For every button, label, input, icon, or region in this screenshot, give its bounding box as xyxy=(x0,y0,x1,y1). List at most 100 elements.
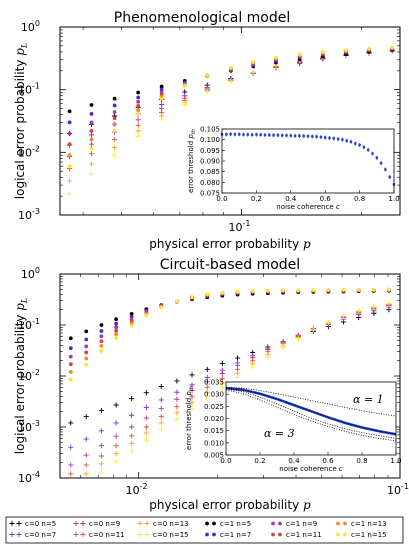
c-0-n-13-point xyxy=(158,420,164,426)
c-1-n-7-point xyxy=(99,329,104,333)
inset-y-tick-label: 0.085 xyxy=(200,168,220,176)
y-tick-label: 100 xyxy=(21,19,40,34)
top-plot-frame xyxy=(59,26,401,216)
c-1-n-5-point xyxy=(68,336,73,341)
c-0-n-13-point xyxy=(174,410,180,416)
c-0-n-11-point xyxy=(219,375,225,381)
c-0-n-11-point xyxy=(83,462,89,468)
threshold-point xyxy=(328,136,331,140)
c-0-n-5-point xyxy=(129,396,135,402)
c-1-n-15-point xyxy=(136,112,141,116)
inset-x-tick-label: 0.2 xyxy=(254,457,265,465)
c-1-n-9-point xyxy=(114,325,119,330)
c-1-n-15-point xyxy=(112,128,117,133)
legend-marker-c-0-n-15 xyxy=(137,531,143,538)
y-tick-label: 100 xyxy=(21,266,40,281)
legend-label: c=1 n=15 xyxy=(351,531,387,539)
c-1-n-11-point xyxy=(67,142,72,147)
c-0-n-15-point xyxy=(204,89,210,95)
c-0-n-11-point xyxy=(88,151,95,157)
c-0-n-11-point xyxy=(129,433,135,439)
c-0-n-7-point xyxy=(143,405,149,411)
c-0-n-5-point xyxy=(68,420,74,426)
c-1-n-5-point xyxy=(114,317,119,322)
legend-label: c=0 n=7 xyxy=(25,531,56,539)
bottom-axes: 10-4 10-3 10-2 10-1 100 10-2 10-1 xyxy=(18,266,409,497)
c-0-n-11-point xyxy=(135,122,141,128)
c-0-n-7-point xyxy=(204,374,210,380)
threshold-point xyxy=(388,175,391,179)
c-0-n-9-point xyxy=(143,415,149,421)
c-1-n-15-point xyxy=(235,289,240,294)
c-0-n-7-point xyxy=(189,382,195,388)
c-1-n-15-point xyxy=(129,323,134,328)
inset-x-tick-label: 0.0 xyxy=(220,457,231,465)
c-0-n-9-point xyxy=(204,379,210,385)
c-0-n-11-point xyxy=(98,453,104,459)
c-0-n-13-point xyxy=(135,128,141,134)
threshold-point xyxy=(362,145,366,149)
legend-label: c=0 n=9 xyxy=(89,520,120,528)
legend-marker-c-1-n-13 xyxy=(336,521,340,526)
c-1-n-7-point xyxy=(136,95,141,100)
c-1-n-15-point xyxy=(344,48,348,53)
c-1-n-7-point xyxy=(89,112,94,116)
c-0-n-7-point xyxy=(68,444,74,450)
x-tick-label: 10-1 xyxy=(387,482,409,497)
c-0-n-9-point xyxy=(174,396,180,402)
y-tick-label: 10-4 xyxy=(18,470,40,485)
c-0-n-9-point xyxy=(83,452,89,458)
inset-y-tick-label: 0.035 xyxy=(204,379,224,387)
c-1-n-7-point xyxy=(114,321,119,326)
c-1-n-5-point xyxy=(84,329,89,334)
threshold-point xyxy=(358,143,361,147)
threshold-curve-dotted xyxy=(225,388,397,439)
c-0-n-7-point xyxy=(98,428,104,434)
legend-marker-c-1-n-7 xyxy=(212,532,216,537)
c-1-n-13-point xyxy=(68,370,73,374)
threshold-point xyxy=(319,135,323,139)
legend-marker-c-1-n-9 xyxy=(278,521,282,526)
c-0-n-5-point xyxy=(204,366,210,372)
inset-x-tick-label: 0.4 xyxy=(285,195,297,203)
inset-y-tick-label: 0.010 xyxy=(204,439,224,447)
c-0-n-5-point xyxy=(158,383,164,390)
c-0-n-15-point xyxy=(295,336,301,342)
threshold-point xyxy=(259,133,262,136)
c-1-n-13-point xyxy=(89,137,94,142)
c-1-n-15-point xyxy=(281,288,285,293)
c-1-n-15-point xyxy=(296,288,301,293)
inset-y-tick-label: 0.030 xyxy=(204,391,224,399)
inset-y-tick-label: 0.100 xyxy=(200,136,220,144)
legend-label: c=1 n=13 xyxy=(351,520,387,528)
c-0-n-15-point xyxy=(189,405,195,412)
c-0-n-13-point xyxy=(112,144,118,150)
legend-marker-c-0-n-5 xyxy=(9,520,15,527)
legend-marker-c-1-n-7 xyxy=(205,532,209,537)
threshold-point xyxy=(371,152,374,155)
threshold-point xyxy=(349,140,353,143)
c-1-n-5-point xyxy=(159,84,164,89)
c-1-n-15-point xyxy=(190,295,194,300)
c-1-n-15-point xyxy=(265,288,270,293)
c-1-n-5-point xyxy=(99,323,104,327)
c-0-n-11-point xyxy=(112,136,118,143)
y-tick-label: 10-2 xyxy=(18,144,40,159)
threshold-point xyxy=(263,133,267,137)
c-1-n-15-point xyxy=(326,288,331,292)
threshold-curve-dotted xyxy=(225,389,397,442)
c-1-n-15-point xyxy=(182,83,187,88)
threshold-point xyxy=(268,133,271,137)
c-1-n-13-point xyxy=(112,122,117,127)
threshold-point xyxy=(246,133,249,136)
c-1-n-13-point xyxy=(136,108,141,113)
c-0-n-15-point xyxy=(325,319,331,326)
threshold-point xyxy=(272,133,275,137)
legend-label: c=0 n=5 xyxy=(25,520,56,528)
c-0-n-9-point xyxy=(189,387,195,394)
c-0-n-11-point xyxy=(204,384,210,390)
legend-label: c=1 n=5 xyxy=(220,520,251,528)
c-1-n-15-point xyxy=(251,59,256,64)
threshold-point xyxy=(281,134,284,137)
c-1-n-15-point xyxy=(68,377,73,382)
